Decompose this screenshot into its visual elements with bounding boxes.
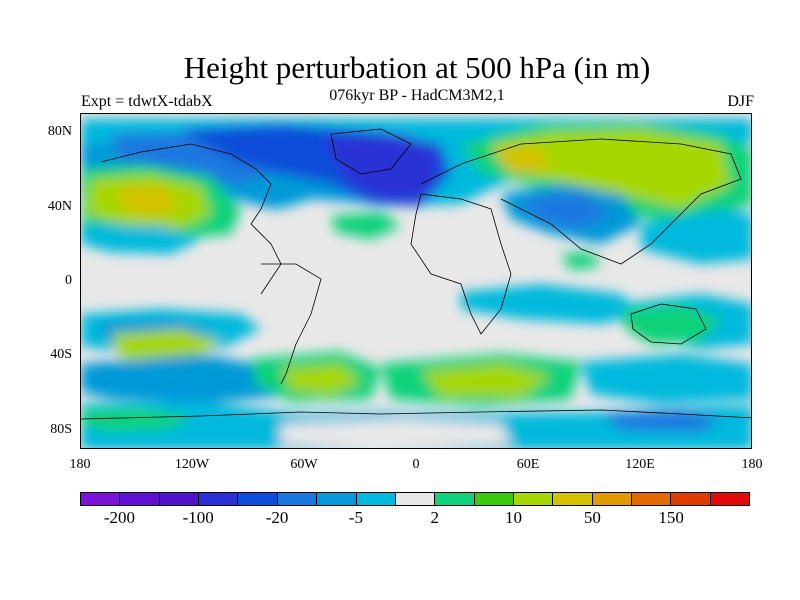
height-perturbation-map — [81, 114, 751, 448]
plot-subtitle: 076kyr BP - HadCM3M2,1 — [329, 87, 505, 104]
lat-tick-label: 40S — [50, 347, 72, 362]
colorbar-swatch — [474, 493, 514, 505]
greenland-coast — [330, 128, 412, 175]
colorbar-label: -200 — [103, 508, 135, 527]
lon-tick-label: 60W — [290, 457, 318, 472]
lon-tick-label: 60E — [516, 457, 540, 472]
antarctica-coast — [81, 409, 751, 420]
africa-coast — [410, 193, 512, 335]
colorbar-label: 50 — [583, 508, 601, 527]
colorbar-swatch — [159, 493, 200, 505]
north-america-coast — [100, 143, 282, 295]
australia-coast — [630, 303, 707, 345]
lat-tick-label: 0 — [65, 273, 72, 288]
eurasia-coast — [420, 138, 742, 265]
colorbar-swatch — [238, 493, 278, 505]
lat-tick-label: 80S — [50, 422, 72, 437]
experiment-label: Expt = tdwtX-tdabX — [81, 93, 213, 110]
colorbar-swatch — [395, 493, 436, 505]
colorbar-swatch — [120, 493, 160, 505]
colorbar-swatch — [710, 493, 750, 505]
colorbar-label: -5 — [348, 508, 363, 527]
lon-tick-label: 0 — [412, 457, 420, 472]
south-america-coast — [261, 263, 322, 385]
colorbar-swatch — [513, 493, 554, 505]
colorbar-label: -100 — [182, 508, 214, 527]
colorbar-label: 10 — [505, 508, 523, 527]
lon-tick-label: 180 — [69, 457, 91, 472]
colorbar-swatch — [199, 493, 239, 505]
map-panel — [80, 113, 752, 449]
lon-tick-label: 180 — [741, 457, 763, 472]
lon-tick-label: 120W — [174, 457, 210, 472]
colorbar-swatch — [435, 493, 475, 505]
colorbar-label: 2 — [430, 508, 439, 527]
contour-fill-layer — [81, 119, 751, 448]
plot-title: Height perturbation at 500 hPa (in m) — [183, 50, 651, 85]
colorbar-swatch — [592, 493, 633, 505]
colorbar-label: 150 — [658, 508, 684, 527]
colorbar-swatch — [277, 493, 318, 505]
lat-tick-label: 40N — [47, 199, 72, 214]
lon-tick-label: 120E — [625, 457, 655, 472]
colorbar-swatch — [553, 493, 593, 505]
colorbar-swatch — [81, 493, 121, 505]
colorbar-label: -20 — [265, 508, 289, 527]
colorbar-swatch — [356, 493, 396, 505]
season-label: DJF — [727, 93, 754, 110]
colorbar-swatch — [671, 493, 711, 505]
lat-tick-label: 80N — [47, 124, 72, 139]
coastlines — [81, 128, 751, 420]
colorbar — [80, 492, 750, 506]
colorbar-swatch — [317, 493, 357, 505]
colorbar-swatch — [632, 493, 672, 505]
